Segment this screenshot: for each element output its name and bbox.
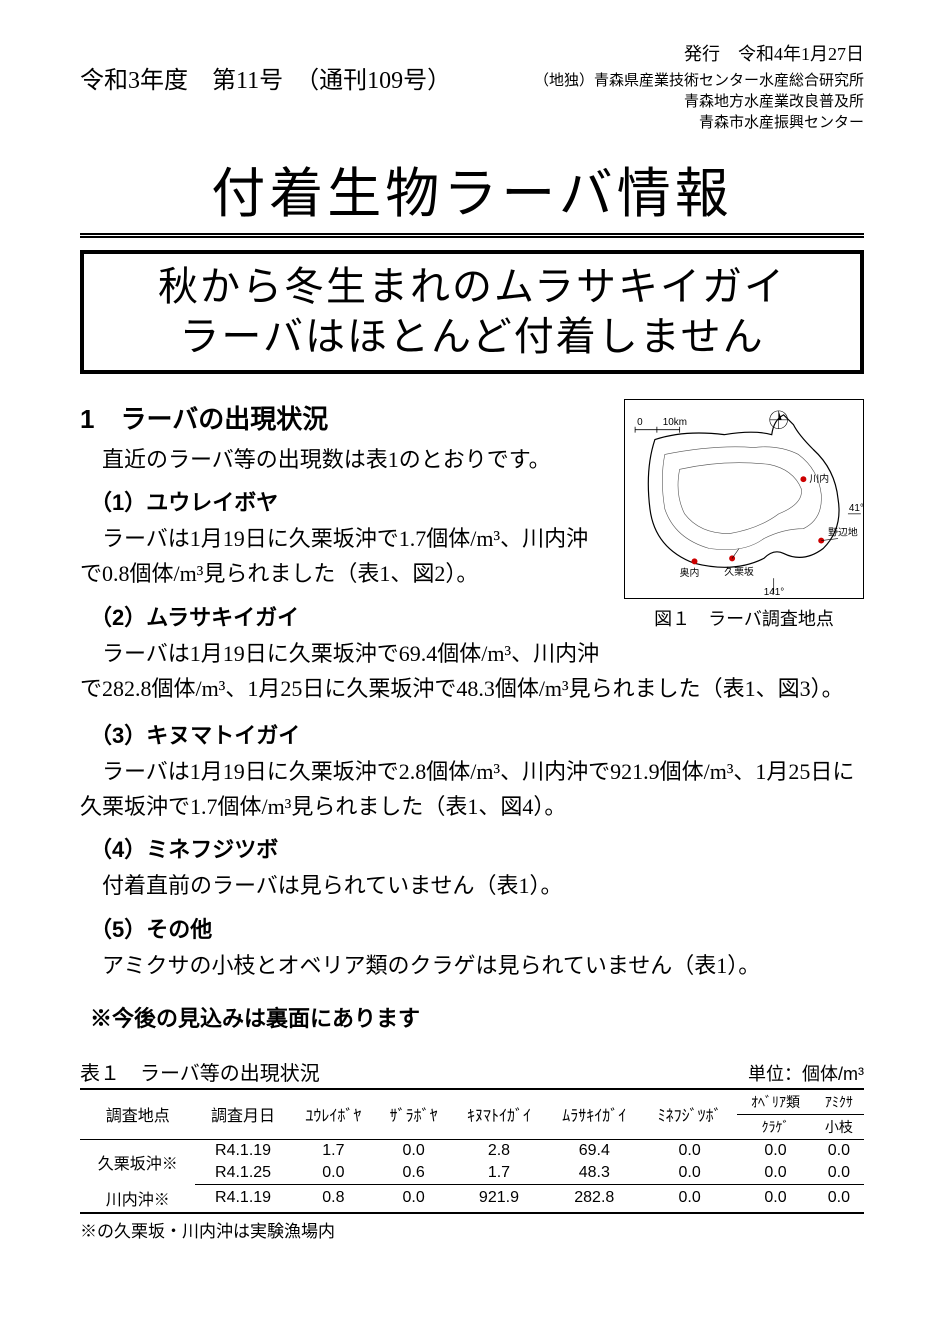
col-amikusa-bottom: 小枝: [814, 1114, 864, 1139]
cell-date: R4.1.19: [195, 1184, 290, 1213]
table-footnote: ※の久栗坂・川内沖は実験漁場内: [80, 1217, 864, 1242]
publisher-line: 青森地方水産業改良普及所: [534, 92, 864, 113]
cell-value: 0.0: [814, 1162, 864, 1185]
col-oberia-bottom: ｸﾗｹﾞ: [737, 1114, 814, 1139]
svg-text:0: 0: [637, 417, 643, 428]
map-box: 0 10km 41° 141° 川内 奥内 久栗坂: [624, 399, 864, 599]
svg-text:41°: 41°: [849, 503, 863, 514]
cell-site: 久栗坂沖※: [80, 1139, 195, 1184]
cell-value: 0.0: [814, 1184, 864, 1213]
col-zara: ｻﾞﾗﾎﾞﾔ: [376, 1089, 451, 1140]
table-unit: 単位：個体/m³: [748, 1060, 864, 1086]
subsection-text-5: アミクサの小枝とオベリア類のクラゲは見られていません（表1）。: [80, 948, 864, 983]
subsection-text-3: ラーバは1月19日に久栗坂沖で2.8個体/m³、川内沖で921.9個体/m³、1…: [80, 754, 864, 824]
col-yurei: ﾕｳﾚｲﾎﾞﾔ: [291, 1089, 376, 1140]
cell-value: 0.0: [291, 1162, 376, 1185]
map-label-okunai: 奥内: [680, 566, 700, 579]
cell-value: 0.0: [814, 1139, 864, 1162]
cell-value: 2.8: [451, 1139, 546, 1162]
cell-value: 0.0: [737, 1139, 814, 1162]
map-caption: 図１ ラーバ調査地点: [624, 605, 864, 631]
cell-site: 川内沖※: [80, 1184, 195, 1213]
cell-value: 0.0: [642, 1162, 737, 1185]
cell-value: 0.0: [737, 1184, 814, 1213]
svg-text:10km: 10km: [663, 417, 687, 428]
cell-value: 1.7: [291, 1139, 376, 1162]
table-title: 表１ ラーバ等の出現状況: [80, 1057, 320, 1086]
main-title: 付着生物ラーバ情報: [80, 149, 864, 228]
map-label-nobeji: 野辺地: [828, 526, 858, 539]
svg-text:141°: 141°: [764, 587, 784, 598]
cell-value: 0.0: [737, 1162, 814, 1185]
col-oberia-top: ｵﾍﾞﾘｱ類: [737, 1089, 814, 1115]
col-site: 調査地点: [80, 1089, 195, 1140]
cell-value: 921.9: [451, 1184, 546, 1213]
cell-value: 0.6: [376, 1162, 451, 1185]
note-line: ※今後の見込みは裏面にあります: [90, 1001, 864, 1033]
table-row: 川内沖※R4.1.190.80.0921.9282.80.00.00.0: [80, 1184, 864, 1213]
publisher-line: 青森市水産振興センター: [534, 113, 864, 134]
col-minefuji: ﾐﾈﾌｼﾞﾂﾎﾞ: [642, 1089, 737, 1140]
cell-value: 1.7: [451, 1162, 546, 1185]
cell-value: 48.3: [547, 1162, 642, 1185]
publisher-line: （地独）青森県産業技術センター水産総合研究所: [534, 71, 864, 92]
cell-value: 282.8: [547, 1184, 642, 1213]
col-amikusa-top: ｱﾐｸｻ: [814, 1089, 864, 1115]
cell-date: R4.1.25: [195, 1162, 290, 1185]
publisher-block: 発行 令和4年1月27日 （地独）青森県産業技術センター水産総合研究所 青森地方…: [534, 40, 864, 134]
subsection-heading-3: （3）キヌマトイガイ: [90, 718, 864, 750]
table-row: 久栗坂沖※R4.1.191.70.02.869.40.00.00.0: [80, 1139, 864, 1162]
issue-info: 令和3年度 第11号 （通刊109号）: [80, 60, 451, 95]
cell-value: 0.0: [376, 1184, 451, 1213]
col-murasaki: ﾑﾗｻｷｲｶﾞｲ: [547, 1089, 642, 1140]
map-svg: 0 10km 41° 141° 川内 奥内 久栗坂: [625, 400, 863, 598]
publish-date: 発行 令和4年1月27日: [534, 40, 864, 66]
cell-date: R4.1.19: [195, 1139, 290, 1162]
subsection-heading-5: （5）その他: [90, 912, 864, 944]
subsection-text-2: ラーバは1月19日に久栗坂沖で69.4個体/m³、川内沖で282.8個体/m³、…: [80, 636, 864, 706]
map-figure: 0 10km 41° 141° 川内 奥内 久栗坂: [624, 399, 864, 631]
table-row: R4.1.250.00.61.748.30.00.00.0: [80, 1162, 864, 1185]
subsection-heading-4: （4）ミネフジツボ: [90, 832, 864, 864]
cell-value: 0.0: [642, 1184, 737, 1213]
cell-value: 0.8: [291, 1184, 376, 1213]
subsection-text-4: 付着直前のラーバは見られていません（表1）。: [80, 868, 864, 903]
title-rule: [80, 233, 864, 238]
subtitle-line-2: ラーバはほとんど付着しません: [96, 312, 848, 362]
map-label-kugurizaka: 久栗坂: [724, 566, 754, 578]
cell-value: 69.4: [547, 1139, 642, 1162]
cell-value: 0.0: [642, 1139, 737, 1162]
col-date: 調査月日: [195, 1089, 290, 1140]
data-table: 調査地点 調査月日 ﾕｳﾚｲﾎﾞﾔ ｻﾞﾗﾎﾞﾔ ｷﾇﾏﾄｲｶﾞｲ ﾑﾗｻｷｲｶ…: [80, 1088, 864, 1215]
subtitle-line-1: 秋から冬生まれのムラサキイガイ: [96, 262, 848, 312]
col-kinumato: ｷﾇﾏﾄｲｶﾞｲ: [451, 1089, 546, 1140]
subtitle-box: 秋から冬生まれのムラサキイガイ ラーバはほとんど付着しません: [80, 250, 864, 374]
map-label-kawauchi: 川内: [809, 472, 829, 485]
cell-value: 0.0: [376, 1139, 451, 1162]
